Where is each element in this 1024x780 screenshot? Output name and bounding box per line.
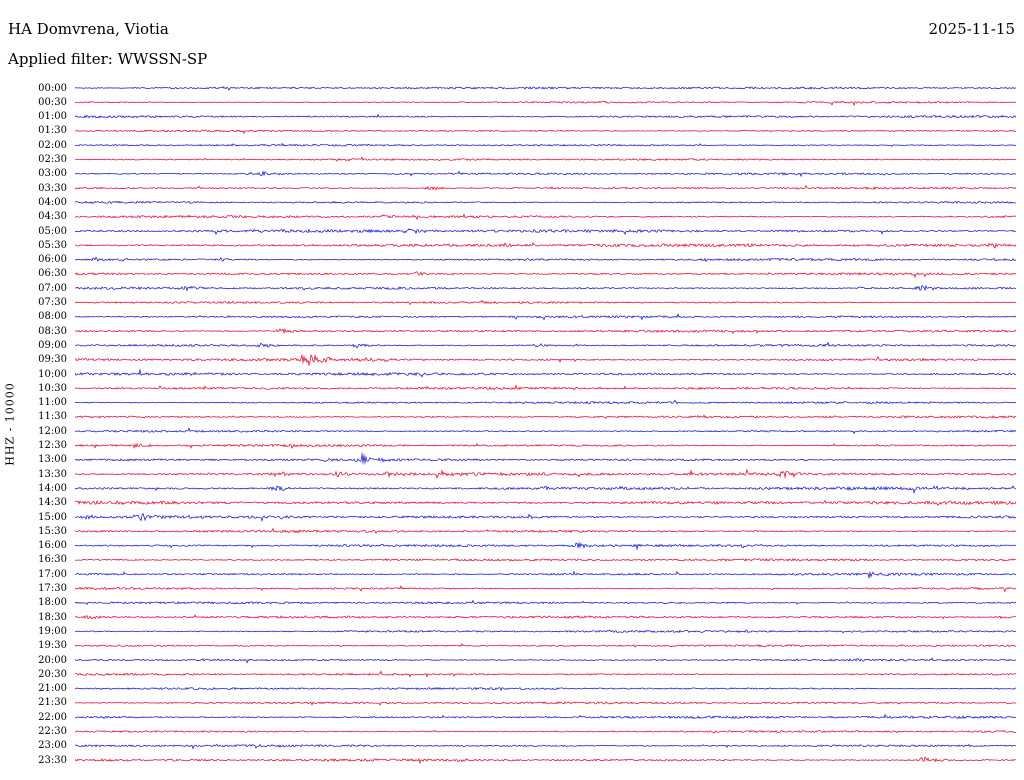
time-label: 00:30 [38, 96, 67, 108]
record-date: 2025-11-15 [928, 20, 1015, 38]
time-label: 01:30 [38, 125, 67, 137]
time-label: 19:00 [38, 625, 67, 637]
time-label: 05:30 [38, 239, 67, 251]
time-label: 06:00 [38, 254, 67, 266]
time-label: 18:00 [38, 597, 67, 609]
time-label: 00:00 [38, 82, 67, 94]
time-label: 12:00 [38, 425, 67, 437]
time-label: 09:00 [38, 339, 67, 351]
time-label: 02:30 [38, 154, 67, 165]
time-label: 08:00 [38, 311, 67, 323]
time-label: 05:00 [38, 225, 67, 237]
time-label: 07:00 [38, 282, 67, 294]
time-label: 14:00 [38, 482, 67, 494]
time-label: 16:30 [38, 554, 67, 566]
time-label: 20:30 [38, 668, 67, 680]
time-label: 07:30 [38, 297, 67, 308]
time-label: 20:00 [38, 654, 67, 666]
time-label: 03:30 [38, 182, 67, 194]
time-label: 23:30 [38, 754, 67, 766]
time-label: 22:30 [38, 726, 67, 737]
time-label: 22:00 [38, 711, 67, 723]
time-label: 09:30 [38, 354, 67, 366]
time-label: 11:30 [38, 411, 67, 423]
time-label: 03:00 [38, 168, 67, 180]
time-label: 01:00 [38, 111, 67, 123]
time-label: 21:00 [38, 683, 67, 695]
time-label: 21:30 [38, 697, 67, 709]
time-label: 23:00 [38, 740, 67, 752]
time-label: 17:00 [38, 568, 67, 580]
time-label: 12:30 [38, 440, 67, 451]
helicorder-trace-canvas [75, 78, 1016, 776]
time-label: 11:00 [38, 397, 67, 409]
time-label: 13:30 [38, 468, 67, 480]
applied-filter-label: Applied filter: WWSSN-SP [8, 50, 208, 68]
time-label: 08:30 [38, 325, 67, 337]
time-label: 04:30 [38, 211, 67, 223]
time-label: 10:00 [38, 368, 67, 380]
time-label: 10:30 [38, 382, 67, 394]
time-label: 16:00 [38, 540, 67, 552]
time-label: 15:00 [38, 511, 67, 523]
time-label: 15:30 [38, 525, 67, 537]
time-label: 14:30 [38, 497, 67, 509]
time-label: 19:30 [38, 640, 67, 652]
time-label: 17:30 [38, 583, 67, 594]
time-label: 18:30 [38, 611, 67, 623]
time-label: 02:00 [38, 139, 67, 151]
station-title: HA Domvrena, Viotia [8, 20, 169, 38]
time-axis: 00:00 00:30 01:00 01:30 02:00 02:30 03:00 03:30… [0, 0, 70, 780]
time-label: 06:30 [38, 268, 67, 280]
time-label: 04:00 [38, 196, 67, 208]
time-label: 13:00 [38, 454, 67, 466]
